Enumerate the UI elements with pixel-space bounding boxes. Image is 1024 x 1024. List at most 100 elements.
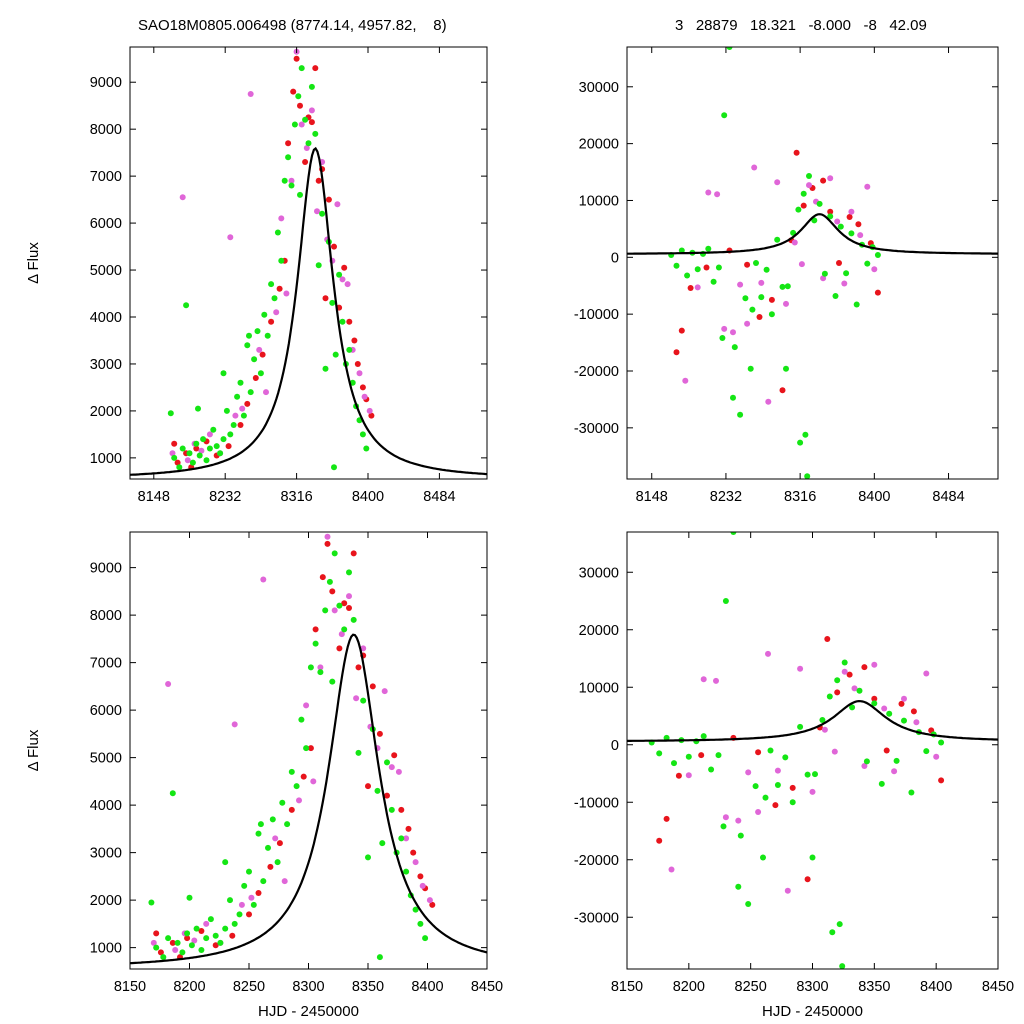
data-point-green [237,379,244,386]
x-tick-label: 8150 [611,979,643,995]
data-point-green [685,753,692,760]
data-point-green [319,210,326,217]
data-point-green [779,283,786,290]
data-point-magenta [913,719,920,726]
x-tick-label: 8200 [673,979,705,995]
data-point-red [827,208,834,215]
data-point-green [737,832,744,839]
data-point-green [795,206,802,213]
data-point-green [227,897,233,904]
data-point-red [687,285,694,291]
data-point-green [257,821,264,828]
data-point-red [834,689,841,696]
data-point-green [412,906,419,913]
data-point-green [730,394,736,401]
data-point-green [806,173,812,179]
data-point-magenta [806,182,812,189]
data-point-magenta [310,778,317,785]
data-point-green [186,894,193,901]
data-point-green [908,789,915,796]
data-point-magenta [353,695,360,702]
data-point-green [417,920,424,927]
data-point-magenta [891,768,898,775]
data-point-green [747,365,754,372]
data-point-green [298,65,305,72]
y-tick-label: 30000 [579,565,619,581]
data-point-green [222,859,229,866]
data-point-magenta [682,377,689,384]
y-tick-label: 30000 [579,80,619,96]
data-point-green [264,332,271,339]
x-tick-label: 8316 [280,489,312,505]
x-tick-label: 8484 [423,489,455,505]
data-point-red [193,445,200,452]
data-point-green [819,717,826,723]
data-point-green [841,659,848,666]
data-point-magenta [901,695,907,702]
data-point-green [797,439,804,446]
data-point-red [169,939,176,946]
data-point-red [861,664,868,671]
data-point-green [268,281,275,288]
data-point-green [217,450,224,457]
data-point-green [673,262,680,269]
data-point-red [212,942,219,949]
plot-frame [626,531,999,970]
data-point-red [898,700,905,707]
data-point-magenta [864,183,871,190]
data-point-green [812,771,818,778]
data-point-magenta [296,797,302,804]
data-point-red [341,264,348,271]
data-point-magenta [344,281,351,288]
data-point-magenta [239,405,246,412]
data-point-red [663,815,670,822]
data-point-magenta [744,320,751,327]
data-point-green [246,332,252,339]
data-point-green [297,191,303,198]
data-point-magenta [273,309,280,316]
data-point-red [772,802,779,809]
data-point-green [322,607,329,614]
data-point-green [790,229,797,236]
x-tick-label: 8350 [352,979,384,995]
data-point-green [231,920,238,927]
data-point-green [735,883,742,890]
x-tick-label: 8400 [858,489,890,505]
data-point-green [398,835,405,842]
data-point-green [768,311,775,318]
data-point-green [288,182,295,189]
data-point-magenta [798,261,805,268]
data-points [148,533,436,961]
data-point-green [742,295,749,302]
data-point-green [878,780,885,787]
data-point-green [374,787,381,794]
data-point-green [384,759,390,766]
data-point-green [246,868,252,875]
data-point-red [836,260,842,266]
y-tick-label: 6000 [90,216,122,232]
data-point-red [678,327,685,334]
data-point-magenta [857,232,864,239]
data-point-magenta [735,817,742,824]
data-point-green [302,116,309,123]
header-fit-parameters: 3 28879 18.321 -8.000 -8 42.09 [675,17,927,34]
data-point-green [379,840,386,847]
data-point-green [251,356,258,363]
y-tick-label: 6000 [90,703,122,719]
data-point-green [339,318,346,325]
data-point-magenta [784,887,791,894]
panel-top-right: 8148 8232 8316 8400 8484 -30000 -20000 -10000 0 1… [574,46,999,505]
data-point-green [763,266,770,273]
data-points [648,532,945,969]
data-point-green [856,687,863,694]
data-point-magenta [150,939,157,946]
data-point-green [274,859,281,866]
x-tick-label: 8300 [796,979,828,995]
x-axis-label: HJD - 2450000 [762,1003,863,1020]
data-point-red [267,863,274,870]
data-point-green [244,342,251,349]
data-point-red [312,65,319,72]
data-point-magenta [412,859,419,866]
data-point-red [324,540,331,547]
